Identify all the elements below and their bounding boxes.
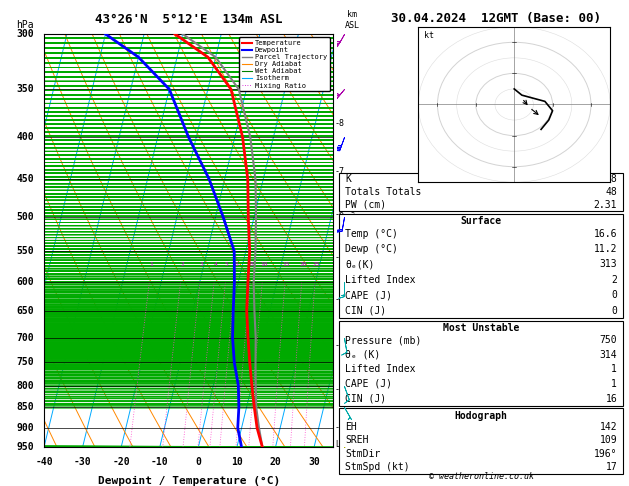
Text: 900: 900 xyxy=(16,423,34,433)
Text: 196°: 196° xyxy=(594,449,617,459)
Bar xyxy=(339,173,623,211)
Text: km
ASL: km ASL xyxy=(345,11,360,30)
Text: 10: 10 xyxy=(231,457,243,468)
Text: kt: kt xyxy=(424,32,434,40)
Text: Most Unstable: Most Unstable xyxy=(443,323,520,333)
Text: 0: 0 xyxy=(611,290,617,300)
Text: 48: 48 xyxy=(606,187,617,197)
Text: 16.6: 16.6 xyxy=(594,229,617,239)
Text: -5: -5 xyxy=(335,253,345,262)
Text: 300: 300 xyxy=(16,29,34,39)
Text: 500: 500 xyxy=(16,212,34,222)
Text: -1: -1 xyxy=(335,423,345,432)
Text: 1: 1 xyxy=(611,379,617,389)
Text: 700: 700 xyxy=(16,333,34,343)
Text: θₑ(K): θₑ(K) xyxy=(345,260,375,269)
Text: 17: 17 xyxy=(606,462,617,472)
Text: PW (cm): PW (cm) xyxy=(345,200,386,210)
Text: 11.2: 11.2 xyxy=(594,244,617,254)
Text: CIN (J): CIN (J) xyxy=(345,394,386,403)
Text: -40: -40 xyxy=(35,457,53,468)
Text: © weatheronline.co.uk: © weatheronline.co.uk xyxy=(429,472,533,481)
Text: Totals Totals: Totals Totals xyxy=(345,187,421,197)
Text: 30: 30 xyxy=(308,457,320,468)
Text: 750: 750 xyxy=(16,357,34,367)
Text: -30: -30 xyxy=(74,457,91,468)
Legend: Temperature, Dewpoint, Parcel Trajectory, Dry Adiabat, Wet Adiabat, Isotherm, Mi: Temperature, Dewpoint, Parcel Trajectory… xyxy=(239,37,330,91)
Text: 850: 850 xyxy=(16,402,34,412)
Bar xyxy=(339,214,623,318)
Text: 2.31: 2.31 xyxy=(594,200,617,210)
Text: 6: 6 xyxy=(235,262,238,267)
Text: 550: 550 xyxy=(16,246,34,256)
Text: 1: 1 xyxy=(611,364,617,374)
Text: 950: 950 xyxy=(16,442,34,452)
Bar xyxy=(339,408,623,474)
Text: -2: -2 xyxy=(335,385,345,395)
Text: Temp (°C): Temp (°C) xyxy=(345,229,398,239)
Text: 16: 16 xyxy=(606,394,617,403)
Text: 20: 20 xyxy=(299,262,306,267)
Text: CIN (J): CIN (J) xyxy=(345,306,386,315)
Text: Surface: Surface xyxy=(460,216,502,226)
Text: 8: 8 xyxy=(250,262,253,267)
Text: 3: 3 xyxy=(199,262,203,267)
Text: 450: 450 xyxy=(16,174,34,184)
Text: -7: -7 xyxy=(335,167,345,176)
Bar xyxy=(339,321,623,406)
Text: K: K xyxy=(345,174,351,184)
Text: CAPE (J): CAPE (J) xyxy=(345,379,392,389)
Text: CAPE (J): CAPE (J) xyxy=(345,290,392,300)
Text: 313: 313 xyxy=(599,260,617,269)
Text: 350: 350 xyxy=(16,84,34,94)
Text: 10: 10 xyxy=(260,262,267,267)
Text: 0: 0 xyxy=(611,306,617,315)
Text: 800: 800 xyxy=(16,381,34,391)
Text: -3: -3 xyxy=(335,341,345,350)
Text: 750: 750 xyxy=(599,335,617,345)
Text: -10: -10 xyxy=(151,457,169,468)
Text: θₑ (K): θₑ (K) xyxy=(345,350,381,360)
Text: 15: 15 xyxy=(282,262,290,267)
Text: Pressure (mb): Pressure (mb) xyxy=(345,335,421,345)
Text: 142: 142 xyxy=(599,422,617,432)
Text: Lifted Index: Lifted Index xyxy=(345,364,416,374)
Text: -8: -8 xyxy=(335,119,345,128)
Text: 0: 0 xyxy=(196,457,201,468)
Text: StmDir: StmDir xyxy=(345,449,381,459)
Text: 43°26'N  5°12'E  134m ASL: 43°26'N 5°12'E 134m ASL xyxy=(95,13,282,26)
Text: hPa: hPa xyxy=(16,20,34,30)
Text: -20: -20 xyxy=(113,457,130,468)
Text: -6: -6 xyxy=(335,210,345,220)
Text: Hodograph: Hodograph xyxy=(455,411,508,421)
Text: SREH: SREH xyxy=(345,435,369,446)
Text: 2: 2 xyxy=(181,262,184,267)
Text: 25: 25 xyxy=(312,262,320,267)
Text: Dewp (°C): Dewp (°C) xyxy=(345,244,398,254)
Text: 314: 314 xyxy=(599,350,617,360)
Text: StmSpd (kt): StmSpd (kt) xyxy=(345,462,410,472)
Text: EH: EH xyxy=(345,422,357,432)
Text: 28: 28 xyxy=(606,174,617,184)
Text: -4: -4 xyxy=(335,295,345,304)
Text: 650: 650 xyxy=(16,306,34,316)
Text: 20: 20 xyxy=(270,457,281,468)
Text: Mixing Ratio (g/kg): Mixing Ratio (g/kg) xyxy=(348,193,357,288)
Text: 1: 1 xyxy=(149,262,153,267)
Text: 4: 4 xyxy=(214,262,218,267)
Text: 600: 600 xyxy=(16,278,34,287)
Text: Dewpoint / Temperature (°C): Dewpoint / Temperature (°C) xyxy=(97,476,280,486)
Text: 400: 400 xyxy=(16,132,34,142)
Text: 109: 109 xyxy=(599,435,617,446)
Text: LCL: LCL xyxy=(335,440,348,449)
Text: 30.04.2024  12GMT (Base: 00): 30.04.2024 12GMT (Base: 00) xyxy=(391,12,601,25)
Text: 2: 2 xyxy=(611,275,617,285)
Text: Lifted Index: Lifted Index xyxy=(345,275,416,285)
Text: 5: 5 xyxy=(225,262,229,267)
